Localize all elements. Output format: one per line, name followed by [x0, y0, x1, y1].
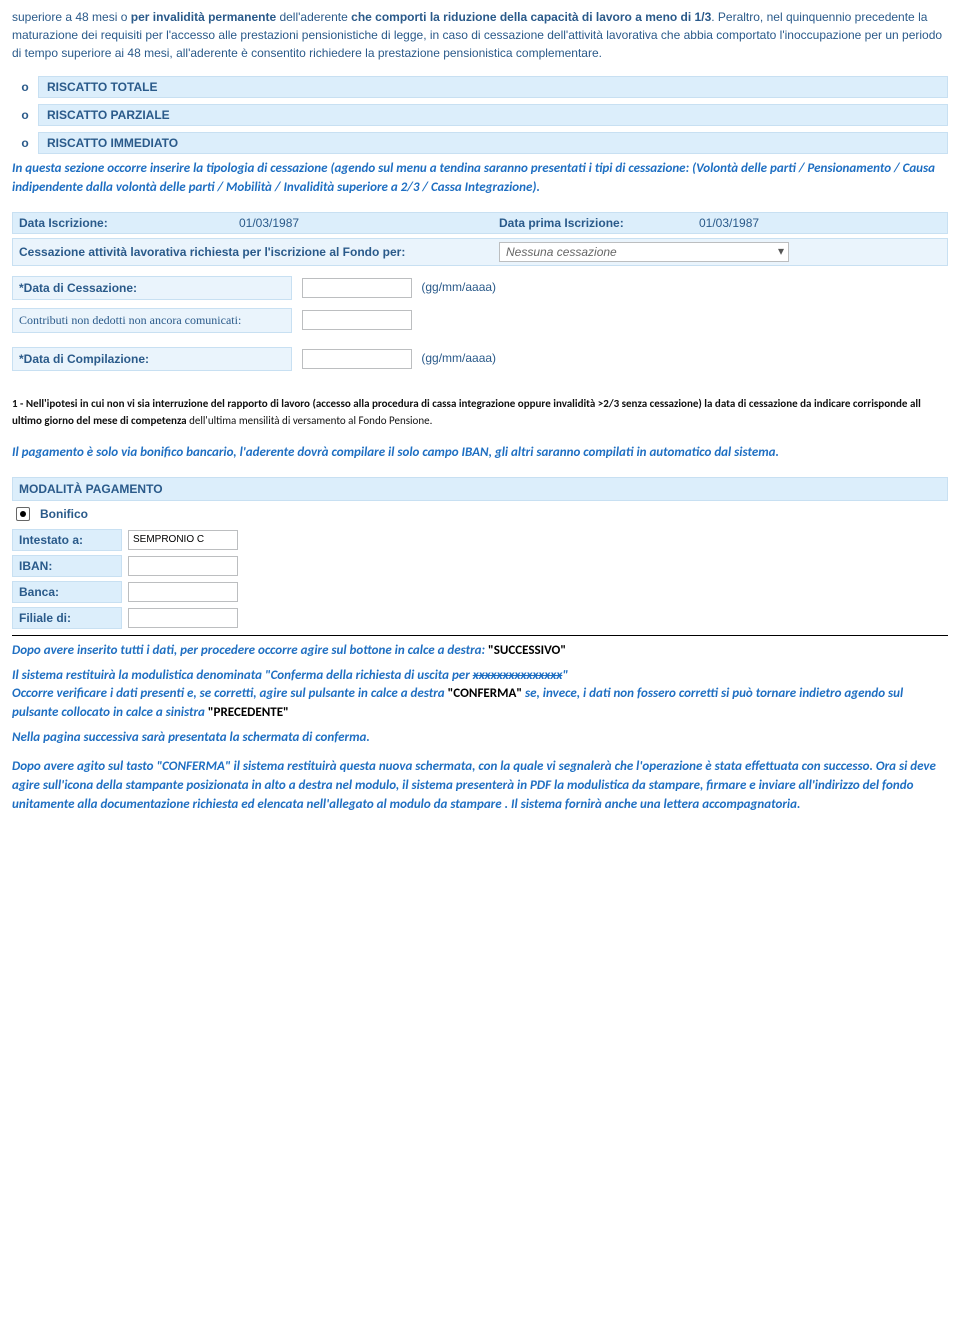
row-intestato: Intestato a: [12, 529, 948, 551]
label-banca: Banca: [12, 581, 122, 603]
option-marker: o [12, 108, 38, 122]
radio-bonifico[interactable]: Bonifico [12, 505, 948, 523]
label-data-iscrizione: Data Iscrizione: [13, 213, 233, 233]
value-data-iscrizione: 01/03/1987 [233, 213, 493, 233]
option-label: RISCATTO TOTALE [38, 76, 948, 98]
label-data-cessazione: *Data di Cessazione: [12, 276, 292, 300]
row-data-compilazione: *Data di Compilazione: (gg/mm/aaaa) [12, 347, 948, 371]
label-cessazione: Cessazione attività lavorativa richiesta… [19, 245, 499, 259]
option-label: RISCATTO IMMEDIATO [38, 132, 948, 154]
note-finale: Dopo avere agito sul tasto "CONFERMA" il… [12, 758, 948, 815]
hint-data-compilazione: (gg/mm/aaaa) [421, 351, 496, 365]
option-marker: o [12, 80, 38, 94]
note-successivo: Dopo avere inserito tutti i dati, per pr… [12, 642, 948, 661]
option-marker: o [12, 136, 38, 150]
row-data-cessazione: *Data di Cessazione: (gg/mm/aaaa) [12, 276, 948, 300]
input-data-cessazione[interactable] [302, 278, 412, 298]
note-modulistica: Il sistema restituirà la modulistica den… [12, 667, 948, 724]
label-filiale: Filiale di: [12, 607, 122, 629]
hint-data-cessazione: (gg/mm/aaaa) [421, 280, 496, 294]
footnote-1: 1 - Nell'ipotesi in cui non vi sia inter… [12, 395, 948, 430]
radio-icon [16, 507, 30, 521]
input-filiale[interactable] [128, 608, 238, 628]
radio-label-bonifico: Bonifico [40, 507, 88, 521]
option-riscatto-totale[interactable]: o RISCATTO TOTALE [12, 76, 948, 98]
option-riscatto-immediato[interactable]: o RISCATTO IMMEDIATO [12, 132, 948, 154]
input-banca[interactable] [128, 582, 238, 602]
input-iban[interactable] [128, 556, 238, 576]
row-contributi: Contributi non dedotti non ancora comuni… [12, 308, 948, 333]
row-filiale: Filiale di: [12, 607, 948, 629]
row-banca: Banca: [12, 581, 948, 603]
separator [12, 635, 948, 636]
note-pagamento: Il pagamento è solo via bonifico bancari… [12, 444, 948, 463]
intro-paragraph: superiore a 48 mesi o per invalidità per… [12, 8, 948, 62]
note-schermata-conferma: Nella pagina successiva sarà presentata … [12, 729, 948, 748]
label-iban: IBAN: [12, 555, 122, 577]
option-riscatto-parziale[interactable]: o RISCATTO PARZIALE [12, 104, 948, 126]
label-data-prima-iscrizione: Data prima Iscrizione: [493, 213, 693, 233]
section-modalita-pagamento: MODALITÀ PAGAMENTO [12, 477, 948, 501]
input-data-compilazione[interactable] [302, 349, 412, 369]
note-tipologia: In questa sezione occorre inserire la ti… [12, 160, 948, 198]
label-intestato: Intestato a: [12, 529, 122, 551]
input-intestato[interactable] [128, 530, 238, 550]
iscrizione-row: Data Iscrizione: 01/03/1987 Data prima I… [12, 212, 948, 234]
option-label: RISCATTO PARZIALE [38, 104, 948, 126]
value-data-prima-iscrizione: 01/03/1987 [693, 213, 853, 233]
input-contributi[interactable] [302, 310, 412, 330]
select-cessazione[interactable]: Nessuna cessazione [499, 242, 789, 262]
row-iban: IBAN: [12, 555, 948, 577]
label-contributi: Contributi non dedotti non ancora comuni… [12, 308, 292, 333]
label-data-compilazione: *Data di Compilazione: [12, 347, 292, 371]
cessazione-row: Cessazione attività lavorativa richiesta… [12, 238, 948, 266]
